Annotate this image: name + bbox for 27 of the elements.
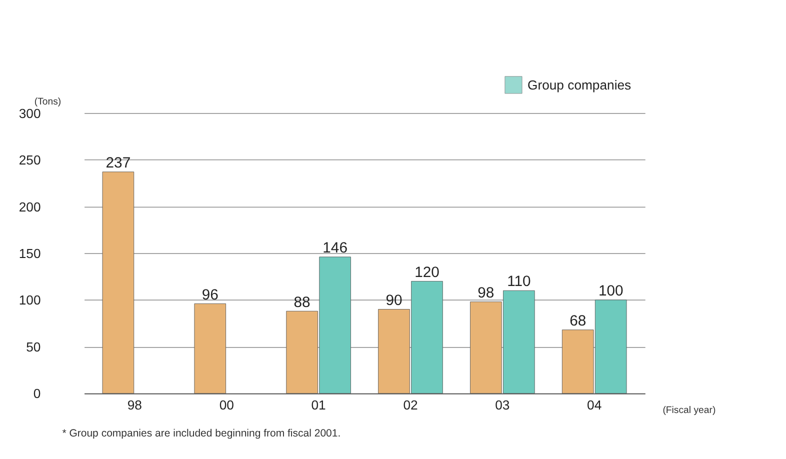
y-tick-label: 150 xyxy=(18,246,41,262)
data-label: 110 xyxy=(507,274,531,290)
y-tick-label: 100 xyxy=(18,292,41,308)
data-label: 88 xyxy=(294,294,310,311)
data-label: 98 xyxy=(478,285,494,302)
data-label: 146 xyxy=(322,240,348,257)
legend-label: Group companies xyxy=(528,77,632,92)
y-tick-label: 200 xyxy=(18,199,41,214)
y-tick-label: 50 xyxy=(26,339,41,354)
data-label: 237 xyxy=(106,155,131,172)
text: * Group companies are included beginning from fiscal 2001. xyxy=(62,427,341,440)
y-axis-title: (Tons) xyxy=(34,96,62,108)
x-tick-label: 03 xyxy=(495,398,510,413)
x-tick-label: 01 xyxy=(311,398,326,413)
y-tick-label: 0 xyxy=(33,386,41,402)
data-label: 90 xyxy=(386,292,402,309)
x-tick-label: 04 xyxy=(587,398,602,413)
x-tick-label: 02 xyxy=(403,398,418,413)
data-label: 100 xyxy=(598,284,624,300)
x-tick-label: 00 xyxy=(219,398,234,413)
x-axis-title: (Fiscal year) xyxy=(662,405,716,416)
y-tick-label: 250 xyxy=(18,152,41,168)
x-tick-label: 98 xyxy=(127,398,142,413)
y-tick-label: 300 xyxy=(18,106,41,121)
data-label: 120 xyxy=(414,264,440,281)
data-label: 96 xyxy=(202,287,218,304)
data-label: 68 xyxy=(570,313,586,330)
